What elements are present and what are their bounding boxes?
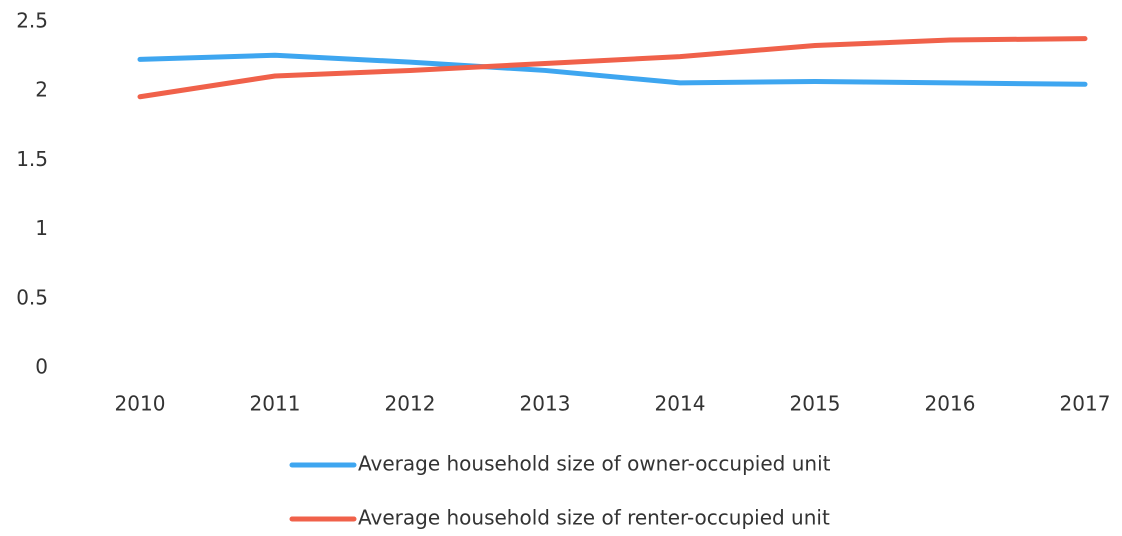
x-tick-label: 2016 — [925, 392, 976, 416]
legend-label: Average household size of owner-occupied… — [358, 452, 831, 476]
y-tick-label: 1 — [35, 216, 48, 240]
y-tick-label: 1.5 — [16, 147, 48, 171]
y-tick-label: 2.5 — [16, 9, 48, 33]
x-tick-label: 2013 — [520, 392, 571, 416]
series-line — [137, 36, 1088, 100]
x-tick-label: 2011 — [250, 392, 301, 416]
series-line — [137, 52, 1088, 87]
y-tick-label: 2 — [35, 78, 48, 102]
legend-label: Average household size of renter-occupie… — [358, 506, 830, 530]
x-tick-label: 2015 — [790, 392, 841, 416]
x-tick-label: 2014 — [655, 392, 706, 416]
y-tick-label: 0 — [35, 355, 48, 379]
x-tick-label: 2010 — [115, 392, 166, 416]
y-tick-label: 0.5 — [16, 285, 48, 309]
x-tick-label: 2012 — [385, 392, 436, 416]
x-tick-label: 2017 — [1060, 392, 1111, 416]
